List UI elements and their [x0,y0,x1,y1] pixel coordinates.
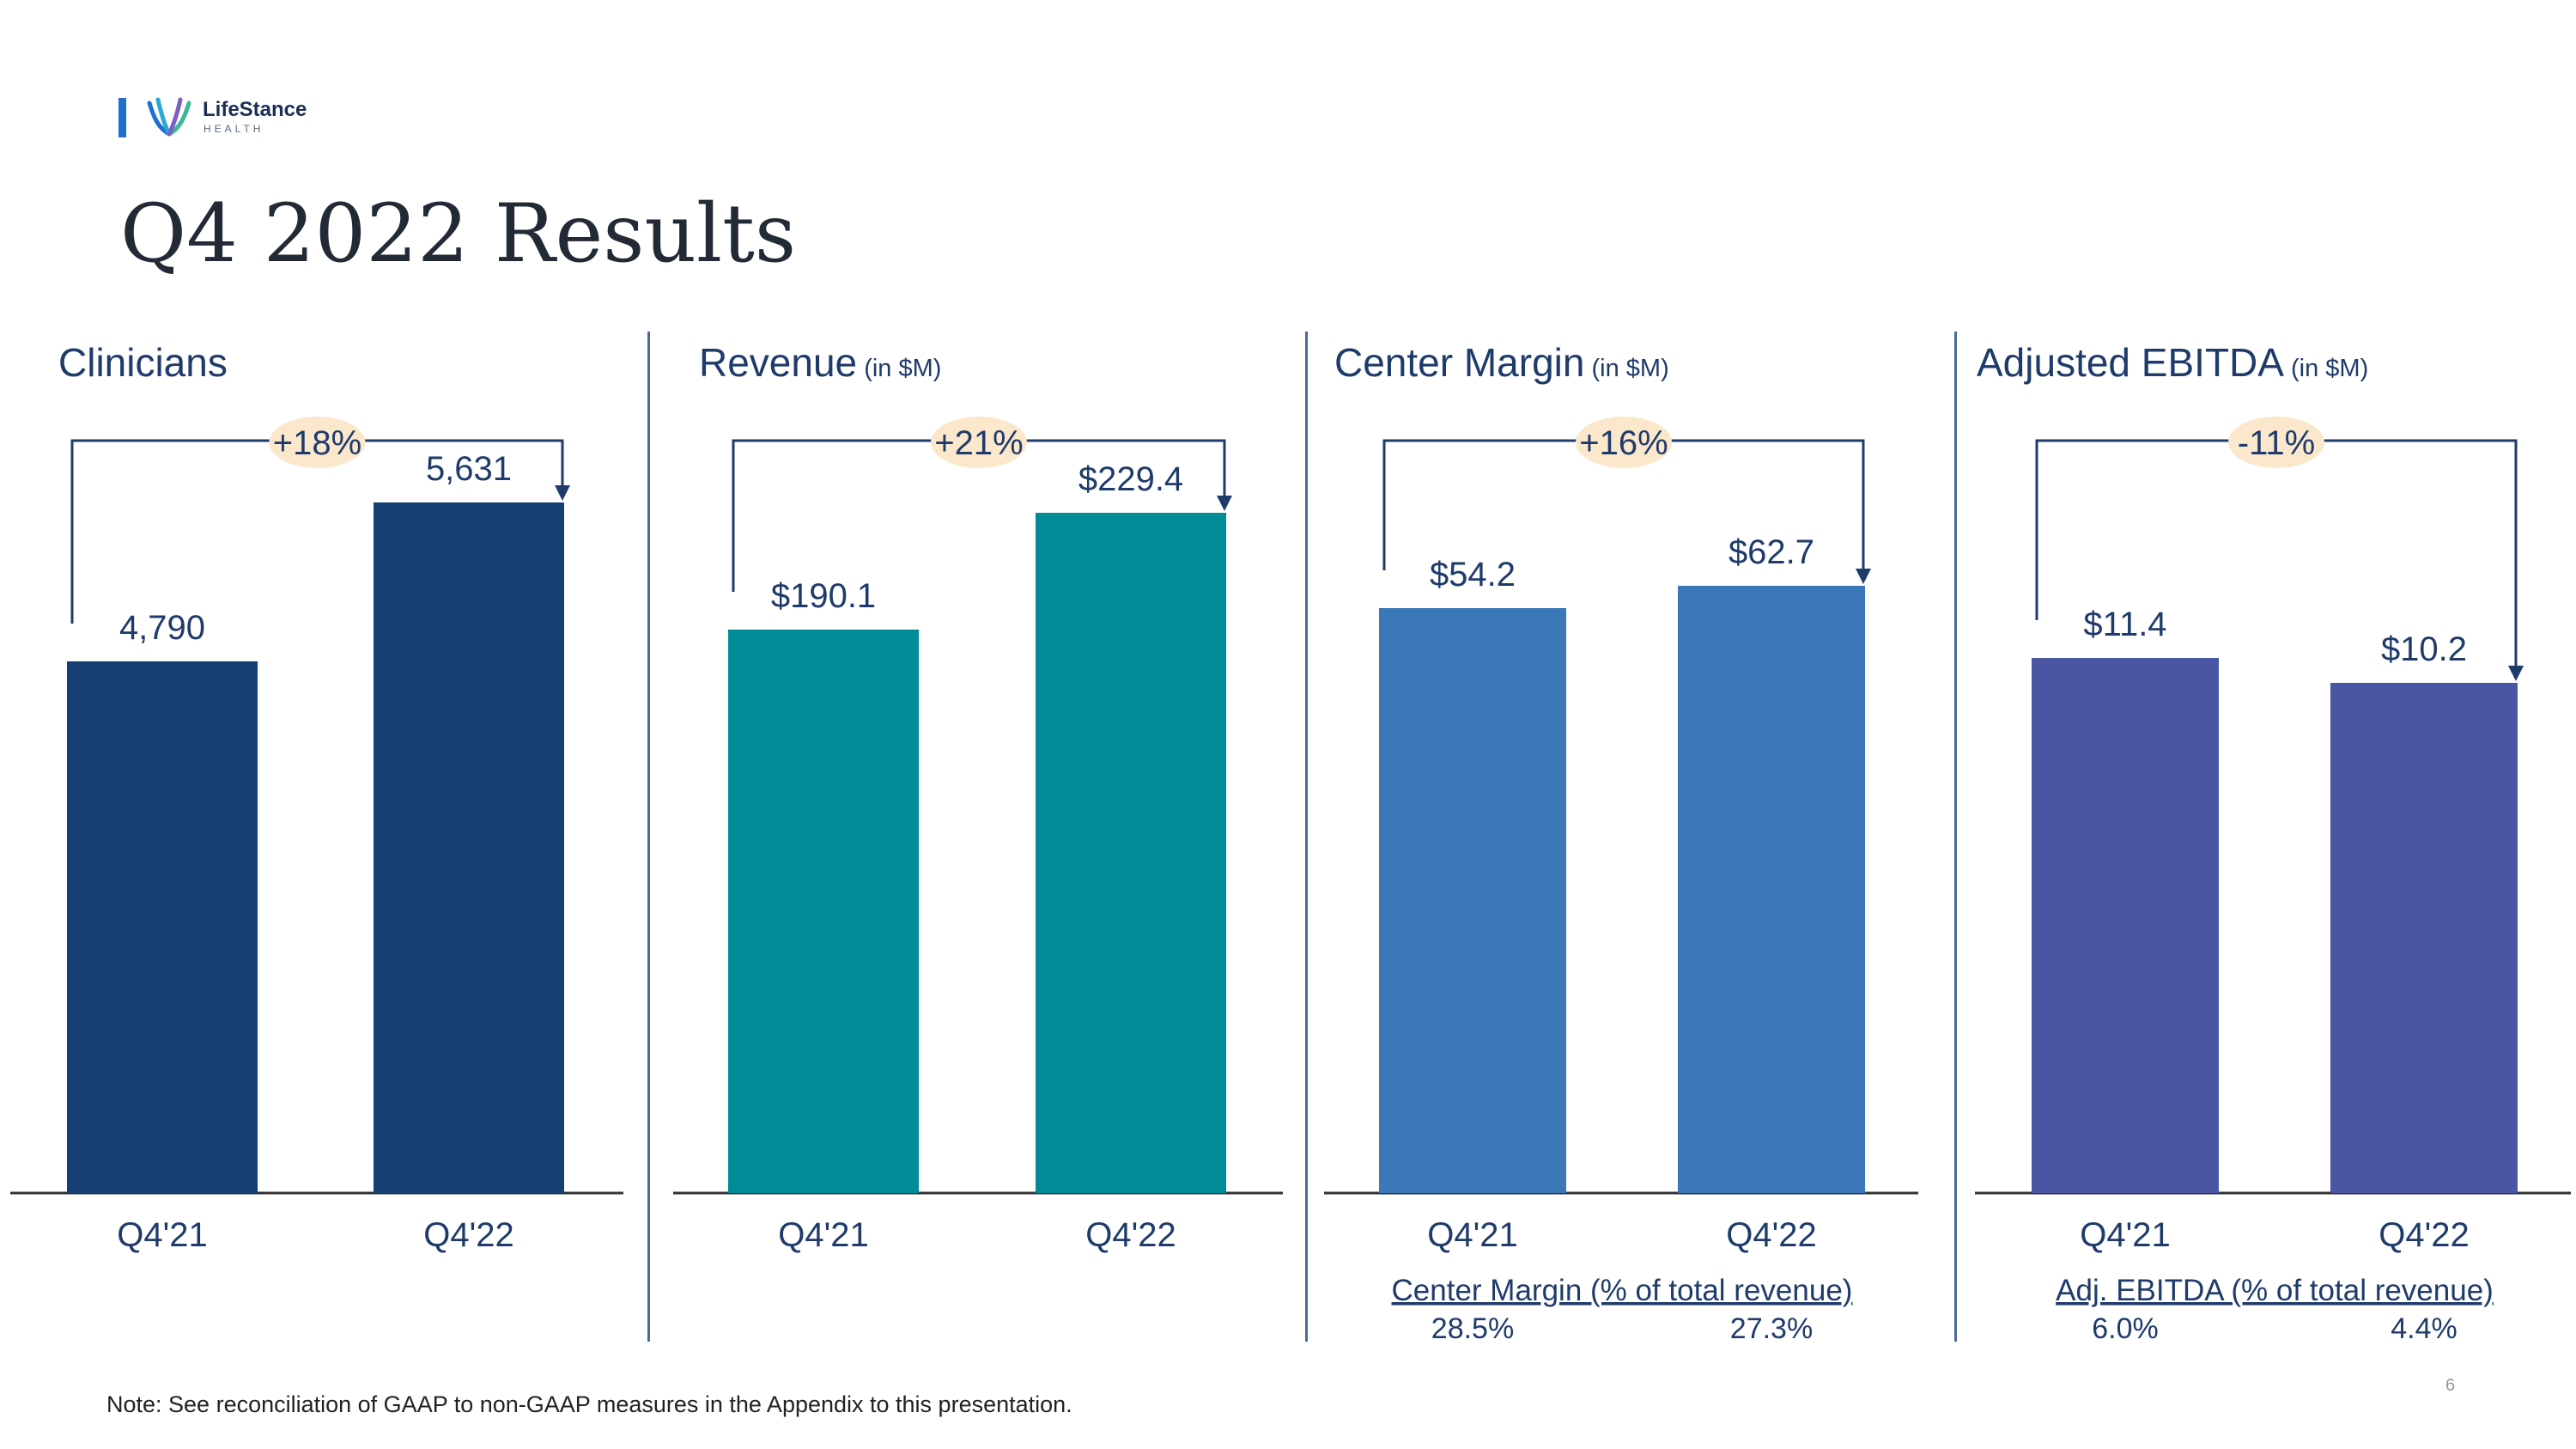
page-number: 6 [2445,1376,2456,1395]
margin-percent: 4.4% [2391,1312,2458,1345]
logo-accent-bar [118,98,126,137]
data-label: 5,631 [426,450,512,488]
x-tick-label: Q4'21 [2080,1216,2171,1254]
panel-divider [1305,332,1308,1342]
change-label: +16% [1579,424,1668,462]
margin-footnote-label: Adj. EBITDA (% of total revenue) [2056,1274,2494,1307]
data-label: $62.7 [1728,533,1814,571]
x-tick-label: Q4'21 [1427,1216,1518,1254]
page-title: Q4 2022 Results [120,187,797,281]
margin-percent: 28.5% [1431,1312,1514,1345]
data-label: 4,790 [119,609,205,647]
chart-title: Clinicians [58,340,228,385]
data-label: $10.2 [2381,630,2467,668]
panel-divider [1954,332,1957,1342]
bar [374,502,564,1193]
logo-name: LifeStance [203,98,307,121]
bar [728,630,919,1193]
x-tick-label: Q4'22 [1085,1216,1176,1254]
change-label: +21% [934,424,1023,462]
change-badge [1576,417,1672,468]
change-label: +18% [273,424,361,462]
bar [1379,608,1566,1193]
footnote: Note: See reconciliation of GAAP to non-… [106,1391,1072,1417]
arrow-down-icon [555,485,570,501]
margin-footnote-label: Center Margin (% of total revenue) [1392,1274,1853,1307]
bar [1678,586,1865,1193]
bar [2032,658,2219,1193]
change-label: -11% [2238,424,2315,462]
data-label: $11.4 [2083,606,2166,643]
x-tick-label: Q4'22 [423,1216,514,1254]
change-badge [269,417,366,468]
bar [2330,683,2518,1193]
x-tick-label: Q4'21 [778,1216,869,1254]
data-label: $54.2 [1430,556,1516,594]
arrow-down-icon [1856,569,1871,584]
bar [1036,513,1226,1193]
chart-title: Center Margin (in $M) [1334,340,1669,385]
margin-percent: 27.3% [1730,1312,1813,1345]
change-badge [2228,417,2324,468]
x-tick-label: Q4'22 [2379,1216,2470,1254]
change-badge [931,417,1027,468]
arrow-down-icon [2508,666,2524,681]
data-label: $229.4 [1078,460,1183,498]
bar [67,661,258,1193]
panel-divider [647,332,650,1342]
lifestance-logo-icon [147,97,191,137]
data-label: $190.1 [771,577,876,615]
x-tick-label: Q4'22 [1726,1216,1817,1254]
chart-title: Revenue (in $M) [699,340,941,385]
logo-subtitle: HEALTH [204,123,264,135]
chart-title: Adjusted EBITDA (in $M) [1977,340,2368,385]
x-tick-label: Q4'21 [117,1216,208,1254]
margin-percent: 6.0% [2092,1312,2159,1345]
arrow-down-icon [1217,496,1232,511]
